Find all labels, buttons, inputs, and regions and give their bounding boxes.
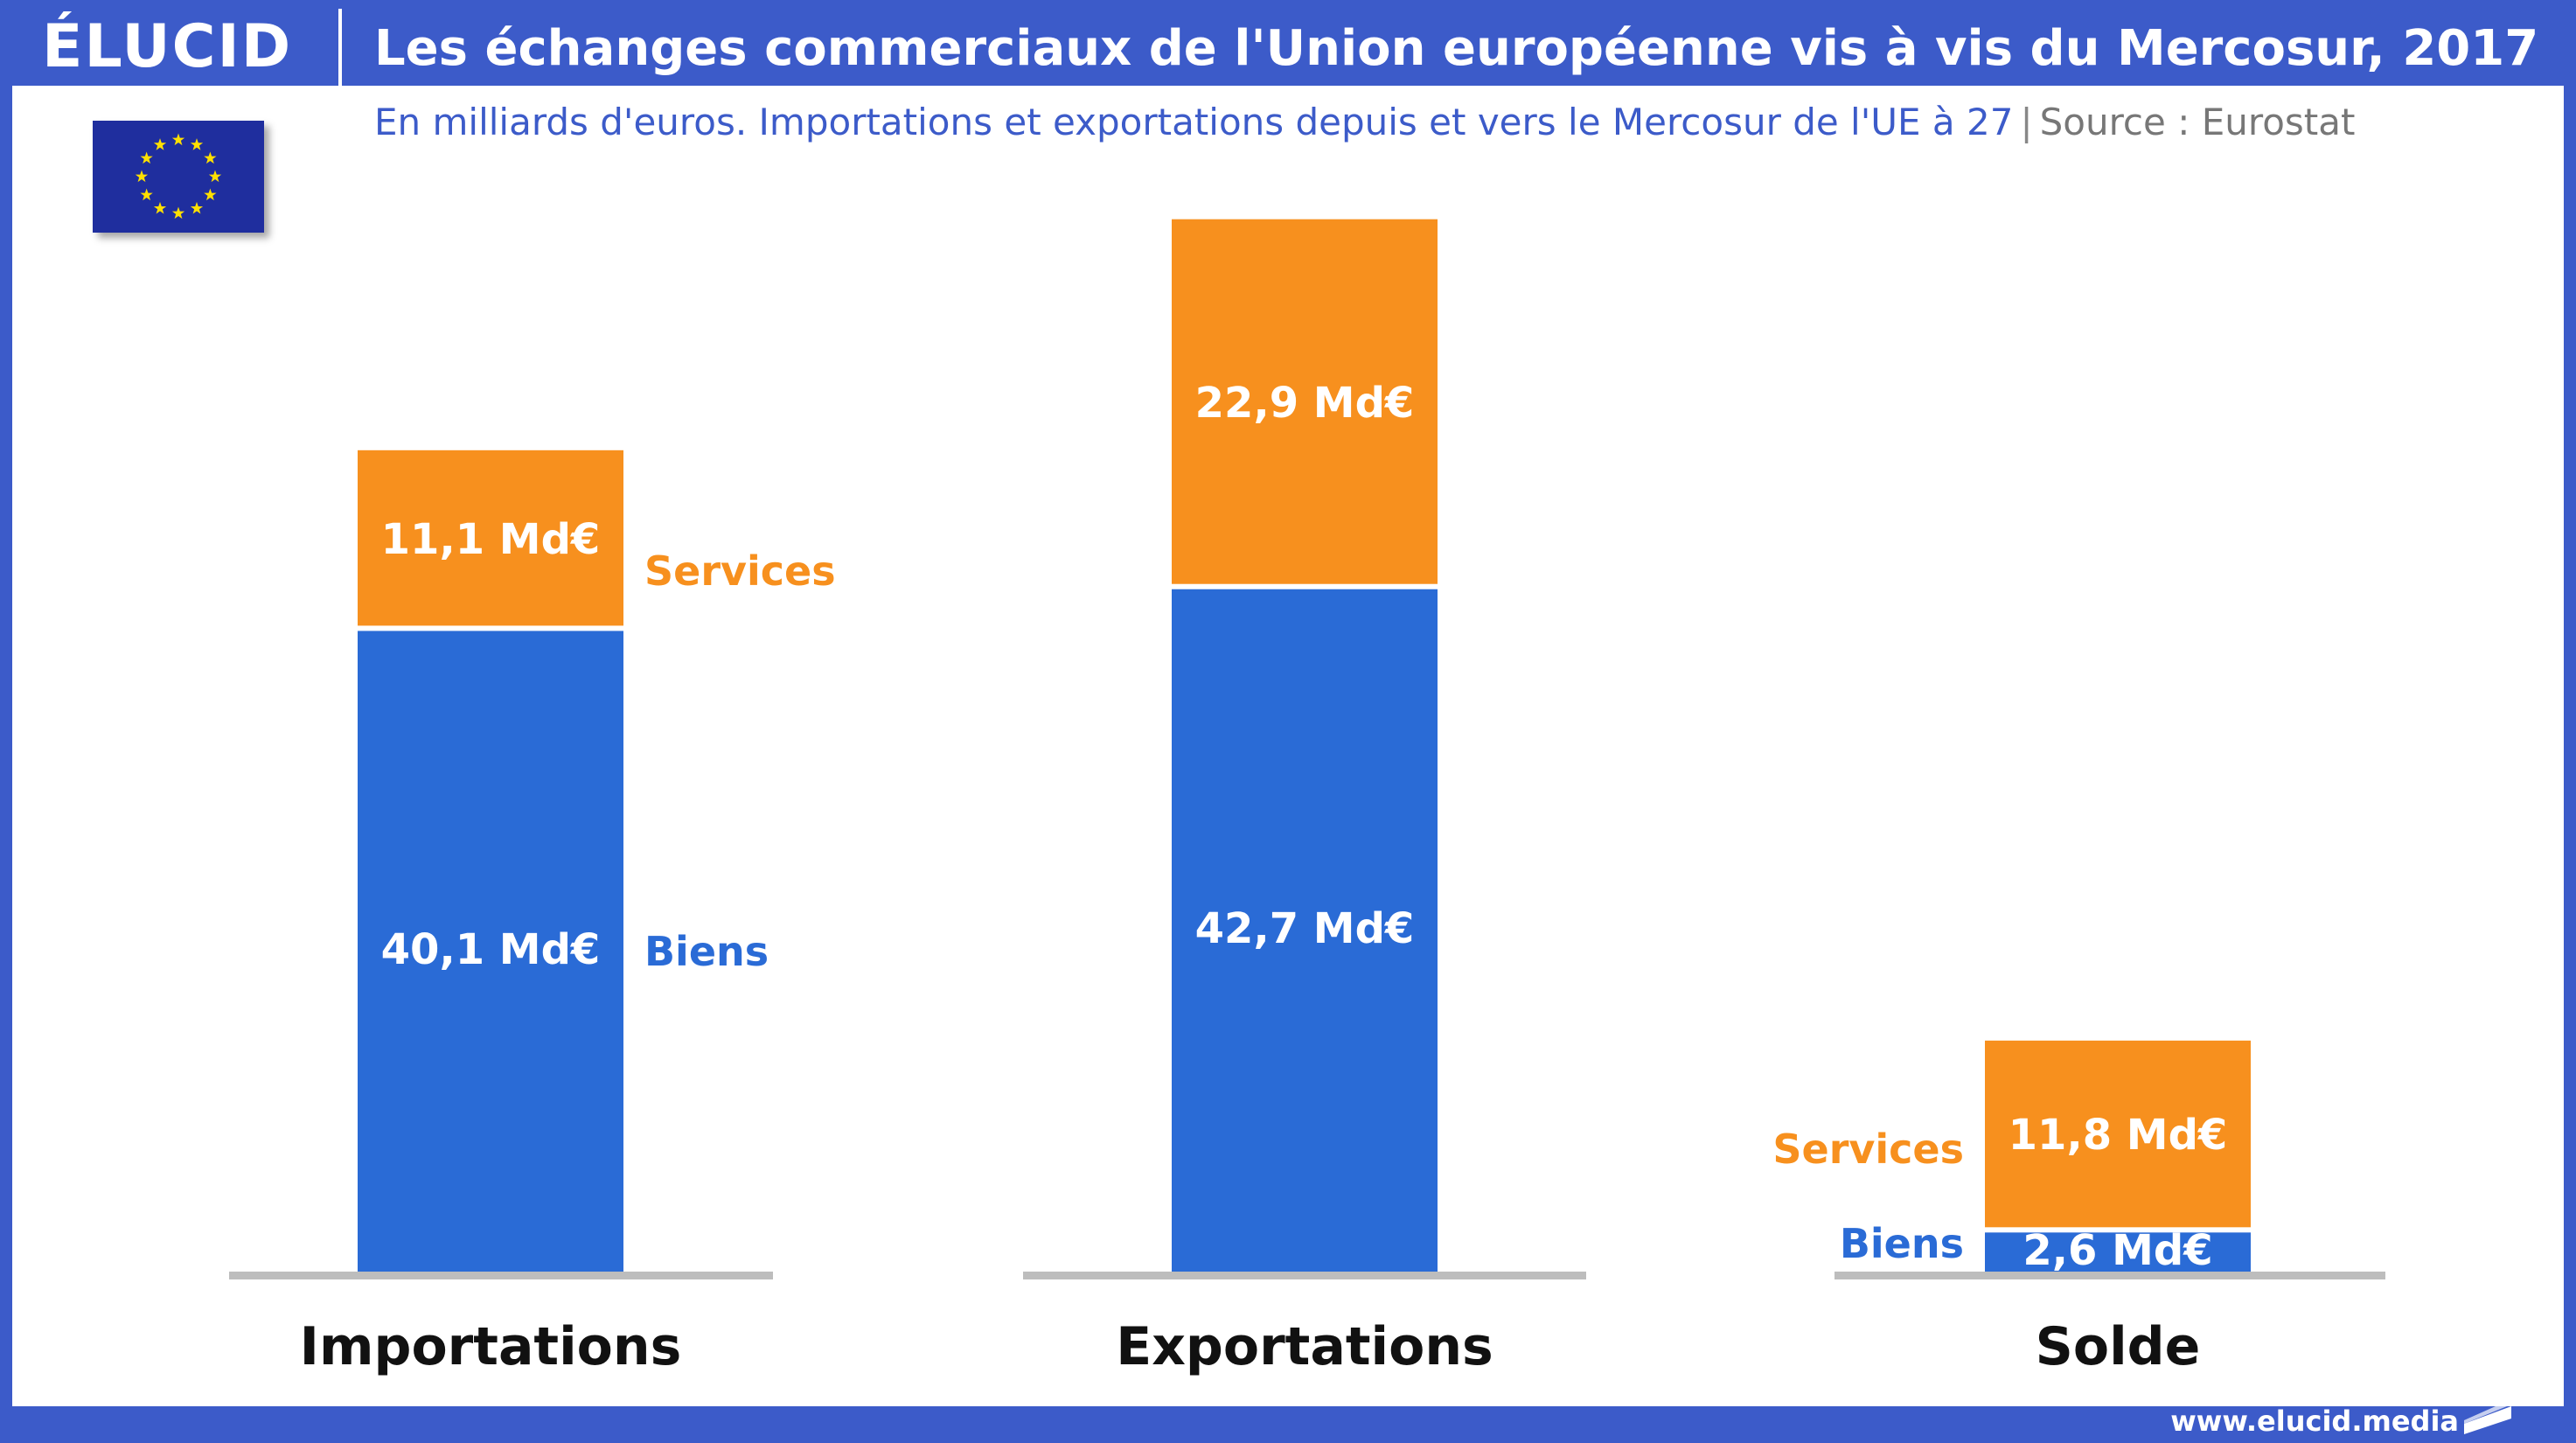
- category-label-exportations: Exportations: [1116, 1316, 1493, 1377]
- baseline-exportations: [1023, 1272, 1586, 1279]
- bar-biens-exportations: [1172, 586, 1438, 1272]
- flag-star: [153, 201, 167, 214]
- flag-star: [140, 151, 153, 164]
- value-label-biens-exportations: 42,7 Md€: [1194, 904, 1415, 953]
- flag-star: [204, 151, 217, 164]
- chart-subtitle: En milliards d'euros. Importations et ex…: [374, 96, 2355, 149]
- series-label-biens-importations: Biens: [644, 928, 769, 975]
- value-label-services-importations: 11,1 Md€: [380, 515, 601, 564]
- value-label-services-exportations: 22,9 Md€: [1194, 379, 1415, 428]
- flag-star: [135, 170, 149, 183]
- elucid-logo[interactable]: ÉLUCID: [42, 12, 293, 81]
- elucid-mark-icon: [2464, 1399, 2511, 1434]
- flag-star: [153, 138, 167, 150]
- flag-star: [204, 188, 217, 201]
- flag-star: [208, 170, 222, 183]
- value-label-services-solde: 11,8 Md€: [2008, 1111, 2228, 1160]
- flag-star: [190, 138, 204, 150]
- series-label-services-importations: Services: [644, 547, 836, 595]
- segment-separator: [358, 625, 623, 631]
- series-label-biens-solde: Biens: [1839, 1220, 1964, 1267]
- bar-services-importations: [358, 450, 623, 629]
- baseline-importations: [229, 1272, 773, 1279]
- bar-biens-importations: [358, 628, 623, 1272]
- subtitle-separator: |: [2020, 101, 2033, 143]
- logo-divider: [338, 9, 342, 86]
- value-label-biens-importations: 40,1 Md€: [380, 925, 601, 974]
- series-label-services-solde: Services: [1772, 1126, 1964, 1173]
- flag-star: [190, 201, 204, 214]
- eu-flag-stars: [135, 133, 222, 220]
- flag-star: [171, 133, 185, 146]
- category-label-importations: Importations: [299, 1316, 682, 1377]
- bar-services-exportations: [1172, 219, 1438, 587]
- flag-star: [140, 188, 153, 201]
- bar-biens-solde: [1985, 1230, 2251, 1272]
- segment-separator: [1172, 583, 1438, 589]
- baseline-solde: [1835, 1272, 2385, 1279]
- segment-separator: [1985, 1227, 2251, 1233]
- footer-url[interactable]: www.elucid.media: [2170, 1405, 2459, 1438]
- value-label-biens-solde: 2,6 Md€: [2023, 1226, 2213, 1275]
- chart-title: Les échanges commerciaux de l'Union euro…: [374, 20, 2539, 77]
- bar-services-solde: [1985, 1040, 2251, 1230]
- source-note: Source : Eurostat: [2039, 101, 2356, 143]
- subtitle-text: En milliards d'euros. Importations et ex…: [374, 101, 2014, 143]
- flag-star: [171, 206, 185, 220]
- eu-flag-icon: [93, 121, 264, 233]
- category-label-solde: Solde: [2035, 1316, 2201, 1377]
